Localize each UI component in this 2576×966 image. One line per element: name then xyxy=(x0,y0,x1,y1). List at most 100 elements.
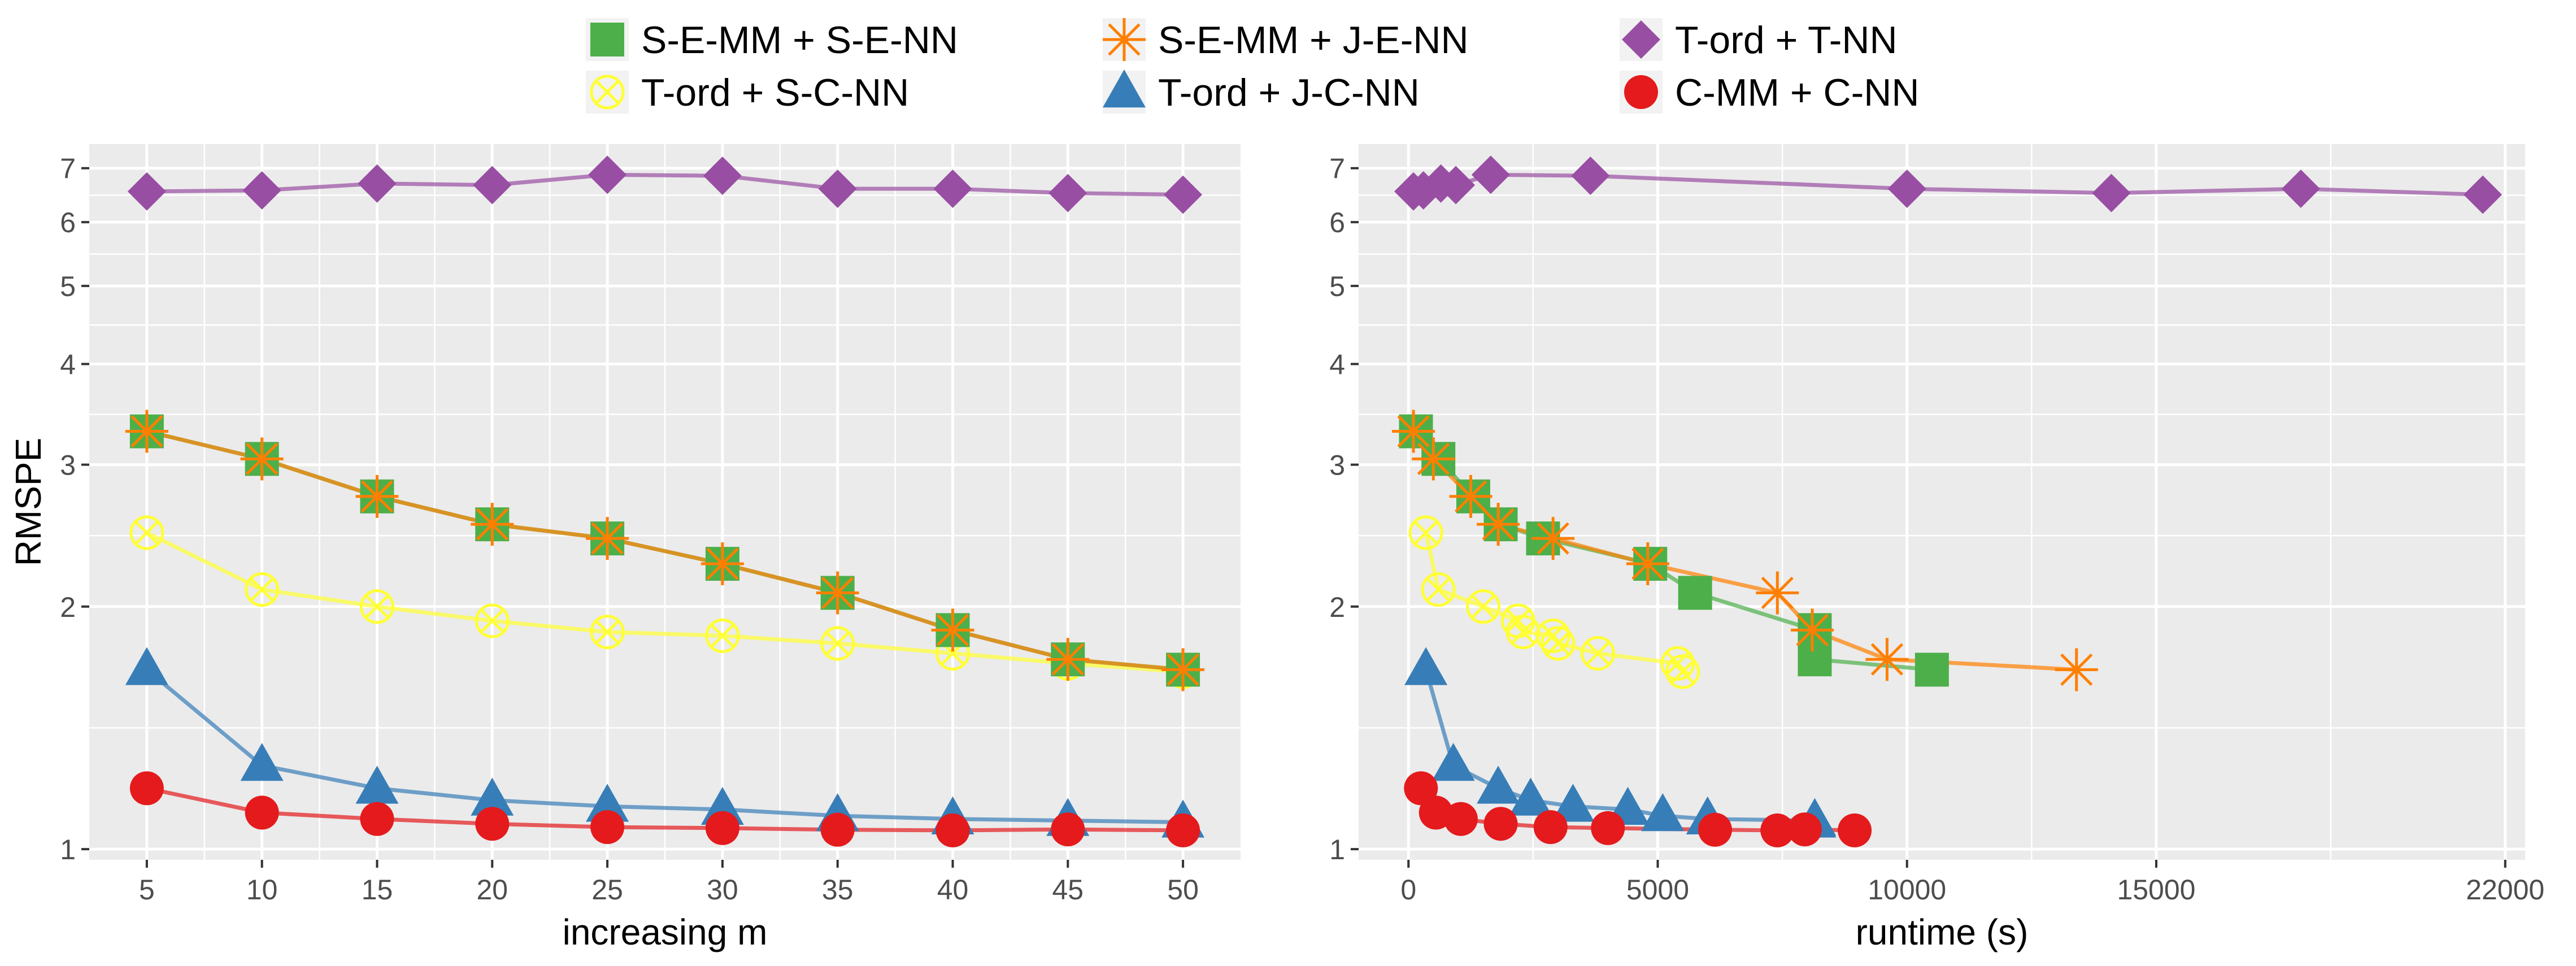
point-s-e-mm-s-e-nn xyxy=(1678,576,1712,610)
point-t-ord-t-nn xyxy=(818,169,857,208)
point-t-ord-t-nn xyxy=(2281,169,2320,208)
panel-right: 0 5000 10000 15000 22000 1 2 3 4 5 6 7 runtime (s) xyxy=(1329,144,2544,952)
point-s-e-mm-j-e-nn xyxy=(471,503,514,546)
point-s-e-mm-j-e-nn xyxy=(1791,608,1834,652)
y-tick-label: 3 xyxy=(60,450,76,481)
point-t-ord-t-nn xyxy=(703,156,742,195)
x-tick-label: 40 xyxy=(937,874,969,906)
point-c-mm-c-nn xyxy=(935,813,970,847)
legend-label-s-e-mm-j-e-nn: S-E-MM + J-E-NN xyxy=(1158,19,1469,62)
x-tick-label: 20 xyxy=(476,874,508,906)
point-t-ord-t-nn xyxy=(242,171,281,210)
point-t-ord-s-c-nn xyxy=(1665,654,1700,689)
point-t-ord-s-c-nn xyxy=(820,626,855,661)
point-t-ord-s-c-nn xyxy=(1408,515,1443,550)
point-t-ord-j-c-nn xyxy=(471,777,514,816)
point-s-e-mm-j-e-nn xyxy=(1449,475,1492,518)
point-c-mm-c-nn xyxy=(360,802,394,836)
point-t-ord-t-nn xyxy=(1437,166,1476,204)
legend-key-s-e-mm-s-e-nn-icon xyxy=(590,23,624,56)
point-c-mm-c-nn xyxy=(1443,802,1478,836)
point-t-ord-s-c-nn xyxy=(1421,572,1456,607)
legend-label-t-ord-s-c-nn: T-ord + S-C-NN xyxy=(641,71,909,114)
point-s-e-mm-j-e-nn xyxy=(1412,437,1455,481)
series-line-t-ord-j-c-nn xyxy=(145,668,1183,824)
legend-key-c-mm-c-nn-icon xyxy=(1624,75,1658,109)
point-c-mm-c-nn xyxy=(705,811,739,845)
point-c-mm-c-nn xyxy=(1051,812,1085,847)
point-t-ord-j-c-nn xyxy=(1509,777,1552,816)
point-s-e-mm-j-e-nn xyxy=(2055,648,2098,691)
x-tick-label: 15 xyxy=(362,874,393,906)
point-c-mm-c-nn xyxy=(1533,810,1568,845)
legend-label-s-e-mm-s-e-nn: S-E-MM + S-E-NN xyxy=(641,19,958,62)
legend: S-E-MM + S-E-NN S-E-MM + J-E-NN T-ord + T-… xyxy=(586,18,1920,114)
point-t-ord-s-c-nn xyxy=(245,572,280,607)
point-t-ord-j-c-nn xyxy=(125,647,168,685)
point-c-mm-c-nn xyxy=(1591,811,1625,845)
y-tick-label: 6 xyxy=(1329,207,1345,238)
x-tick-label: 10000 xyxy=(1868,874,1946,906)
point-t-ord-j-c-nn xyxy=(1404,647,1448,685)
series-line-t-ord-j-c-nn xyxy=(1424,669,1817,823)
legend-label-t-ord-j-c-nn: T-ord + J-C-NN xyxy=(1158,71,1420,114)
point-c-mm-c-nn xyxy=(1483,807,1518,841)
point-s-e-mm-s-e-nn xyxy=(1914,652,1949,687)
series-line-t-ord-t-nn xyxy=(146,172,1183,197)
point-t-ord-t-nn xyxy=(1887,169,1926,208)
point-s-e-mm-j-e-nn xyxy=(1531,517,1575,560)
x-tick-label: 15000 xyxy=(2117,874,2195,906)
x-tick-label: 5000 xyxy=(1626,874,1689,906)
y-tick-label: 2 xyxy=(60,591,76,623)
legend-key-t-ord-j-c-nn-icon xyxy=(1103,69,1146,108)
x-tick-label: 25 xyxy=(591,874,623,906)
point-t-ord-j-c-nn xyxy=(1551,784,1595,822)
x-axis-title: runtime (s) xyxy=(1856,912,2029,952)
series-line-t-ord-s-c-nn xyxy=(146,530,1183,674)
point-s-e-mm-s-e-nn xyxy=(1798,642,1832,677)
x-tick-label: 45 xyxy=(1052,874,1084,906)
point-t-ord-t-nn xyxy=(2463,175,2502,214)
y-tick-label: 4 xyxy=(60,349,76,380)
legend-key-t-ord-t-nn-icon xyxy=(1622,20,1660,59)
point-t-ord-j-c-nn xyxy=(1641,793,1685,832)
y-tick-label: 4 xyxy=(1329,349,1345,380)
x-tick-label: 10 xyxy=(246,874,278,906)
point-t-ord-j-c-nn xyxy=(586,784,629,822)
point-s-e-mm-j-e-nn xyxy=(816,571,859,615)
point-t-ord-j-c-nn xyxy=(240,743,284,781)
legend-key-s-e-mm-j-e-nn-icon xyxy=(1103,18,1146,61)
point-c-mm-c-nn xyxy=(1760,813,1795,847)
point-t-ord-s-c-nn xyxy=(590,615,625,650)
y-tick-label: 1 xyxy=(1329,834,1345,865)
x-tick-label: 50 xyxy=(1167,874,1199,906)
point-t-ord-t-nn xyxy=(1164,175,1203,214)
point-s-e-mm-j-e-nn xyxy=(1865,638,1909,681)
y-tick-label: 1 xyxy=(60,834,76,865)
point-s-e-mm-j-e-nn xyxy=(1046,638,1090,681)
series-line-s-e-mm-j-e-nn xyxy=(146,429,1183,672)
point-s-e-mm-j-e-nn xyxy=(931,608,974,652)
point-s-e-mm-j-e-nn xyxy=(1392,410,1435,453)
y-tick-label: 2 xyxy=(1329,591,1345,623)
point-s-e-mm-j-e-nn xyxy=(586,517,629,560)
x-axis-title: increasing m xyxy=(563,912,768,952)
point-s-e-mm-j-e-nn xyxy=(1161,648,1205,691)
point-c-mm-c-nn xyxy=(245,795,279,830)
y-axis-title: RMSPE xyxy=(8,438,49,567)
point-t-ord-s-c-nn xyxy=(1466,589,1501,624)
point-t-ord-j-c-nn xyxy=(1431,743,1475,781)
point-t-ord-s-c-nn xyxy=(360,589,394,624)
point-s-e-mm-j-e-nn xyxy=(1756,571,1799,615)
point-t-ord-s-c-nn xyxy=(475,603,510,638)
y-tick-label: 7 xyxy=(60,153,76,185)
x-tick-label: 5 xyxy=(139,874,155,906)
point-t-ord-j-c-nn xyxy=(355,765,399,804)
y-tick-label: 6 xyxy=(60,207,76,238)
point-s-e-mm-j-e-nn xyxy=(355,475,399,518)
point-t-ord-t-nn xyxy=(588,155,627,194)
point-t-ord-t-nn xyxy=(127,172,166,211)
point-t-ord-s-c-nn xyxy=(1541,626,1576,661)
point-s-e-mm-j-e-nn xyxy=(700,542,744,586)
